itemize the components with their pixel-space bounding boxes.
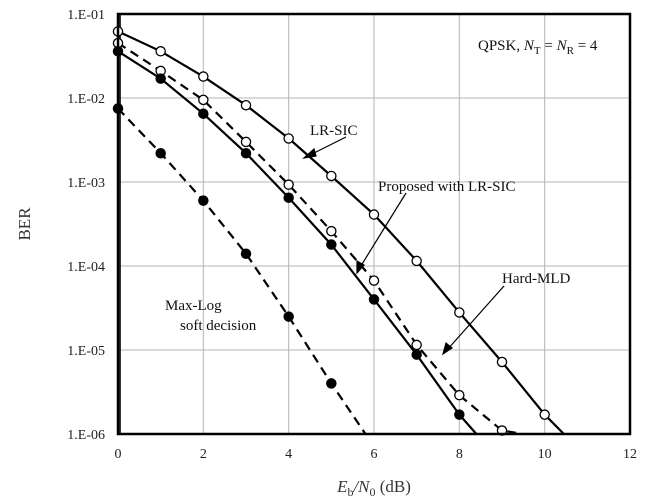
data-point-marker [198, 108, 209, 119]
data-point-marker [155, 73, 166, 84]
data-point-marker [326, 239, 337, 250]
y-tick-label: 1.E-03 [67, 176, 105, 191]
data-point-marker [155, 147, 166, 159]
x-tick-label: 4 [285, 447, 292, 462]
data-point-marker [411, 349, 422, 360]
hard-mld-arrow [446, 285, 505, 351]
label-hard-mld: Hard-MLD [502, 271, 570, 287]
series-line-1 [117, 30, 565, 435]
data-point-marker [539, 409, 550, 420]
data-point-marker [368, 275, 380, 286]
x-tick-label: 2 [200, 447, 207, 462]
proposed-arrow [358, 192, 407, 270]
data-point-marker [240, 248, 252, 259]
data-point-marker [496, 356, 508, 368]
data-point-marker [198, 94, 209, 106]
data-point-marker [326, 170, 337, 182]
data-point-marker [283, 192, 294, 203]
data-point-marker [454, 389, 465, 401]
label-proposed: Proposed with LR-SIC [378, 179, 516, 195]
data-point-marker [198, 195, 209, 206]
data-point-marker [283, 133, 294, 144]
data-point-marker [155, 46, 166, 57]
data-point-marker [326, 225, 337, 237]
y-tick-label: 1.E-06 [67, 428, 105, 443]
x-tick-label: 10 [538, 447, 552, 462]
y-tick-label: 1.E-01 [67, 8, 105, 23]
x-axis-title: Eb/N0 (dB) [336, 477, 411, 499]
data-point-marker [283, 311, 294, 322]
data-point-marker [240, 147, 252, 159]
data-point-marker [454, 409, 465, 420]
grid-lines [118, 14, 630, 434]
plot-frame [116, 12, 632, 436]
data-point-marker [283, 179, 294, 190]
x-tick-label: 12 [623, 447, 637, 462]
y-tick-label: 1.E-04 [67, 260, 105, 275]
series-group [117, 30, 565, 436]
label-lr-sic: LR-SIC [310, 123, 358, 139]
tick-labels: 0 2 4 6 8 10 12 1.E-01 1.E-02 1.E-03 1.E-04 1.E-05 1… [67, 8, 637, 462]
hard-mld-arrowhead [441, 341, 454, 356]
data-point-marker [240, 136, 252, 148]
data-point-marker [411, 339, 422, 351]
annotation-arrows [302, 136, 505, 356]
series-line-2 [117, 42, 524, 436]
title-annotation: QPSK, NT = NR = 4 [478, 38, 598, 57]
data-point-marker [240, 99, 252, 111]
data-point-marker [411, 255, 422, 267]
label-maxlog-2: soft decision [180, 318, 257, 334]
data-point-marker [368, 294, 380, 305]
x-tick-label: 6 [371, 447, 378, 462]
lr-sic-arrowhead [302, 147, 317, 159]
x-tick-label: 0 [115, 447, 122, 462]
series-line-3 [117, 50, 478, 435]
data-point-marker [198, 71, 209, 82]
label-maxlog-1: Max-Log [165, 298, 222, 314]
markers-group [112, 26, 550, 436]
y-tick-label: 1.E-02 [67, 92, 105, 107]
data-point-marker [326, 378, 337, 389]
data-point-marker [454, 307, 465, 318]
proposed-arrowhead [356, 259, 365, 275]
y-axis-title: BER [15, 207, 34, 241]
x-tick-label: 8 [456, 447, 463, 462]
y-tick-label: 1.E-05 [67, 344, 105, 359]
data-point-marker [368, 209, 380, 220]
